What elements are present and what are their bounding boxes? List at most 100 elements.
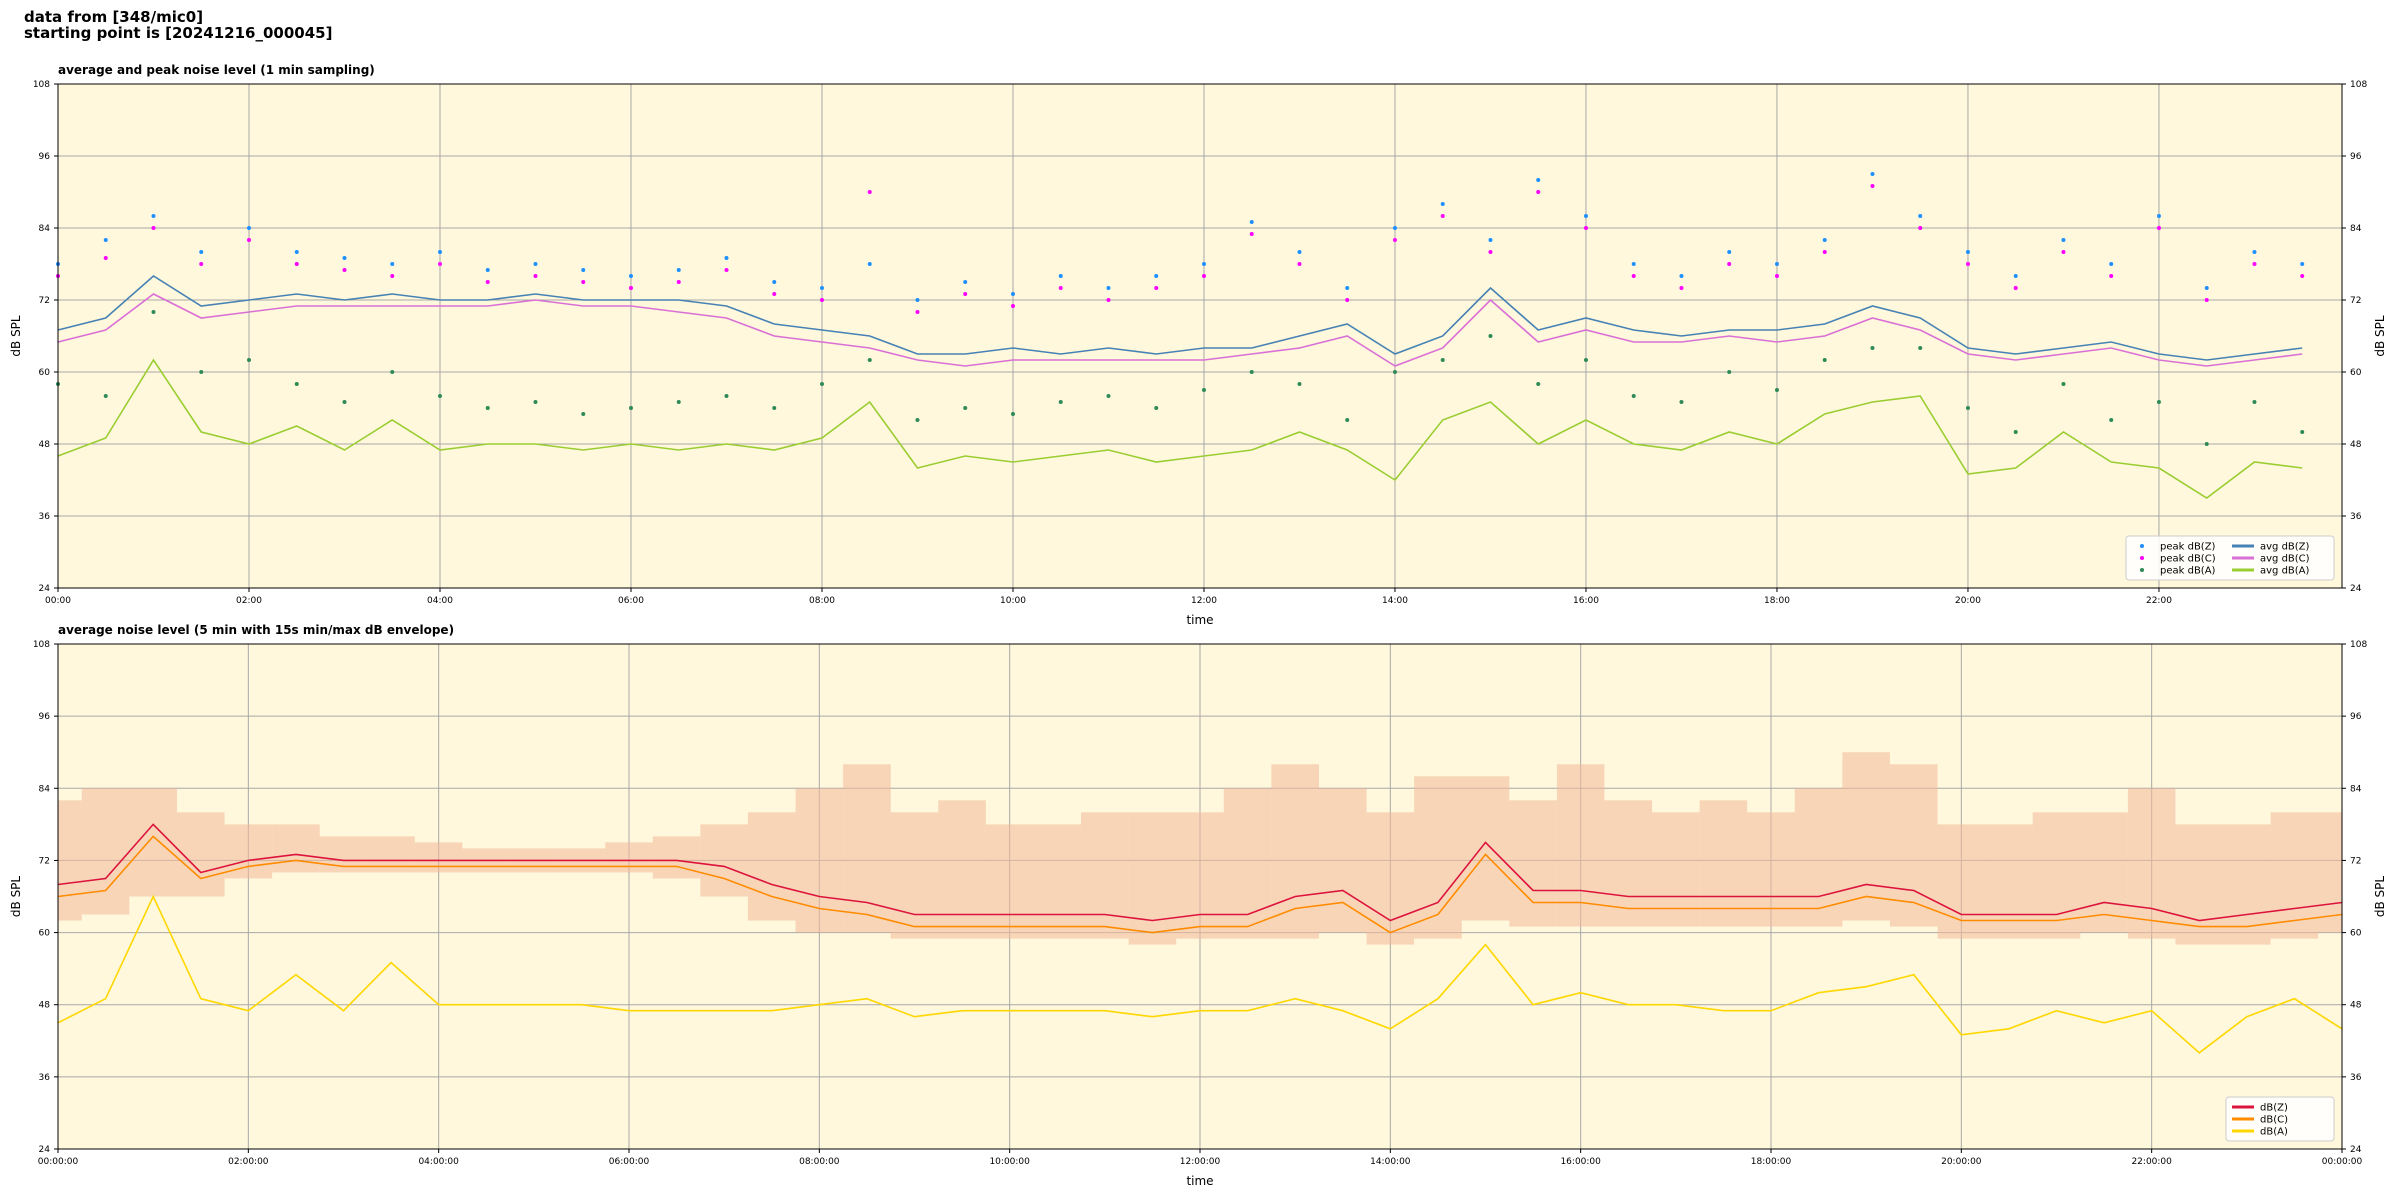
- peak-point: [1201, 388, 1206, 392]
- peak-point: [437, 250, 442, 254]
- x-tick-label: 20:00:00: [1941, 1157, 1982, 1167]
- peak-point: [772, 292, 777, 296]
- x-tick-label: 22:00:00: [2131, 1157, 2172, 1167]
- envelope-band: [1699, 800, 1748, 927]
- x-tick-label: 12:00: [1191, 596, 1217, 606]
- series-line: [57, 894, 2343, 1054]
- peak-point: [1536, 382, 1541, 386]
- y-tick-label: 84: [39, 784, 51, 794]
- x-tick-label: 12:00:00: [1180, 1157, 1221, 1167]
- chart-title: average noise level (5 min with 15s min/…: [58, 623, 454, 637]
- y-tick-label: 36: [39, 1073, 51, 1083]
- peak-point: [1488, 238, 1493, 242]
- peak-point: [819, 298, 824, 302]
- peak-point: [1392, 370, 1397, 374]
- peak-point: [915, 418, 920, 422]
- envelope-band: [1461, 776, 1510, 921]
- legend-marker: [2140, 556, 2144, 560]
- peak-point: [1679, 274, 1684, 278]
- y-tick-label: 108: [2350, 80, 2367, 90]
- y-tick-label: 108: [33, 640, 50, 650]
- peak-point: [628, 274, 633, 278]
- x-tick-label: 10:00: [1000, 596, 1026, 606]
- start-label: starting point is [20241216_000045]: [24, 24, 332, 42]
- x-tick-label: 00:00:00: [2322, 1157, 2363, 1167]
- peak-point: [1822, 358, 1827, 362]
- peak-point: [2156, 226, 2161, 230]
- y-tick-label: 72: [39, 296, 50, 306]
- x-tick-label: 08:00:00: [799, 1157, 840, 1167]
- y-tick-label: 96: [2350, 712, 2362, 722]
- peak-point: [151, 226, 156, 230]
- legend-label: avg dB(C): [2260, 554, 2310, 565]
- peak-point: [1774, 274, 1779, 278]
- peak-point: [581, 412, 586, 416]
- y-tick-label: 48: [2350, 1001, 2362, 1011]
- y-tick-label: 48: [39, 440, 51, 450]
- envelope-band: [2032, 812, 2081, 939]
- peak-point: [2204, 286, 2209, 290]
- x-tick-label: 06:00: [618, 596, 644, 606]
- envelope-band: [605, 842, 653, 873]
- plot-frame: [57, 643, 2343, 1150]
- chart-title: average and peak noise level (1 min samp…: [58, 63, 375, 77]
- envelope-band: [2127, 788, 2176, 939]
- peak-point: [294, 250, 299, 254]
- legend-marker: [2140, 544, 2144, 548]
- y-tick-label: 72: [2350, 856, 2361, 866]
- peak-point: [628, 406, 633, 410]
- legend-label: peak dB(A): [2160, 566, 2216, 577]
- peak-point: [1536, 178, 1541, 182]
- y-axis-label: dB SPL: [2373, 315, 2387, 357]
- legend-label: dB(A): [2260, 1127, 2288, 1138]
- peak-point: [676, 280, 681, 284]
- peak-point: [246, 358, 251, 362]
- y-tick-label: 48: [39, 1001, 51, 1011]
- series-line: [57, 293, 2303, 367]
- peak-point: [390, 274, 395, 278]
- y-tick-label: 96: [39, 712, 51, 722]
- envelope-band: [1033, 824, 1082, 939]
- series-line: [57, 823, 2343, 922]
- envelope-band: [1128, 812, 1177, 945]
- y-tick-label: 96: [39, 152, 51, 162]
- peak-point: [724, 394, 729, 398]
- peak-point: [1679, 400, 1684, 404]
- peak-point: [485, 268, 490, 272]
- peak-point: [581, 268, 586, 272]
- peak-point: [1583, 226, 1588, 230]
- x-tick-label: 04:00:00: [418, 1157, 459, 1167]
- source-label: data from [348/mic0]: [24, 8, 203, 26]
- peak-point: [1010, 304, 1015, 308]
- peak-point: [1010, 292, 1015, 296]
- peak-point: [1918, 226, 1923, 230]
- peak-point: [1392, 238, 1397, 242]
- x-tick-label: 00:00: [45, 596, 71, 606]
- peak-point: [2013, 286, 2018, 290]
- envelope-band: [747, 812, 796, 921]
- peak-point: [437, 262, 442, 266]
- y-tick-label: 72: [2350, 296, 2361, 306]
- peak-point: [915, 298, 920, 302]
- peak-point: [963, 280, 968, 284]
- peak-point: [1297, 262, 1302, 266]
- peak-point: [1870, 346, 1875, 350]
- y-tick-label: 72: [39, 856, 50, 866]
- peak-point: [1201, 262, 1206, 266]
- x-tick-label: 16:00: [1573, 596, 1599, 606]
- peak-point: [2013, 274, 2018, 278]
- peak-point: [1774, 388, 1779, 392]
- y-tick-label: 60: [39, 368, 51, 378]
- legend-box: [2125, 535, 2335, 581]
- peak-point: [1631, 262, 1636, 266]
- envelope-band: [1318, 788, 1367, 933]
- envelope-band: [1081, 812, 1129, 939]
- envelope-band: [58, 800, 82, 921]
- y-tick-label: 24: [39, 584, 51, 594]
- peak-point: [676, 268, 681, 272]
- peak-point: [151, 310, 156, 314]
- peak-point: [2300, 430, 2305, 434]
- legend-label: dB(C): [2260, 1115, 2288, 1126]
- envelope-band: [1652, 812, 1700, 927]
- envelope-band: [652, 836, 701, 879]
